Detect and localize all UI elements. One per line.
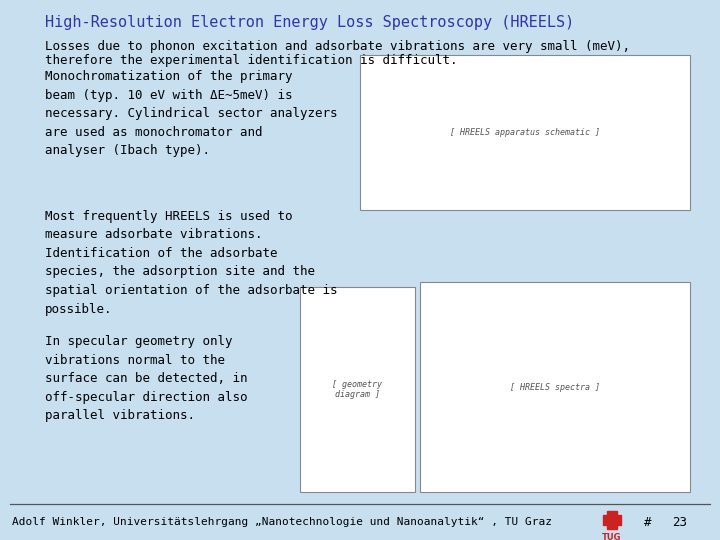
Bar [420, 282, 690, 492]
Text: #: # [644, 516, 652, 529]
Text: In specular geometry only
vibrations normal to the
surface can be detected, in
o: In specular geometry only vibrations nor… [45, 335, 248, 422]
Text: TUG: TUG [602, 533, 622, 540]
Bar [603, 515, 621, 525]
Text: [ geometry
diagram ]: [ geometry diagram ] [333, 380, 382, 399]
Bar [607, 511, 617, 529]
Text: therefore the experimental identification is difficult.: therefore the experimental identificatio… [45, 54, 457, 67]
Text: Losses due to phonon excitation and adsorbate vibrations are very small (meV),: Losses due to phonon excitation and adso… [45, 40, 630, 53]
Bar [0, 504, 720, 540]
Text: Adolf Winkler, Universitätslehrgang „Nanotechnologie und Nanoanalytik“ , TU Graz: Adolf Winkler, Universitätslehrgang „Nan… [12, 517, 552, 527]
Text: [ HREELS apparatus schematic ]: [ HREELS apparatus schematic ] [450, 128, 600, 137]
Text: Most frequently HREELS is used to
measure adsorbate vibrations.
Identification o: Most frequently HREELS is used to measur… [45, 210, 338, 315]
Text: High-Resolution Electron Energy Loss Spectroscopy (HREELS): High-Resolution Electron Energy Loss Spe… [45, 15, 575, 30]
Text: Monochromatization of the primary
beam (typ. 10 eV with ΔE~5meV) is
necessary. C: Monochromatization of the primary beam (… [45, 70, 338, 157]
Bar [360, 55, 690, 210]
Text: [ HREELS spectra ]: [ HREELS spectra ] [510, 382, 600, 392]
Text: 23: 23 [672, 516, 688, 529]
Bar [300, 287, 415, 492]
